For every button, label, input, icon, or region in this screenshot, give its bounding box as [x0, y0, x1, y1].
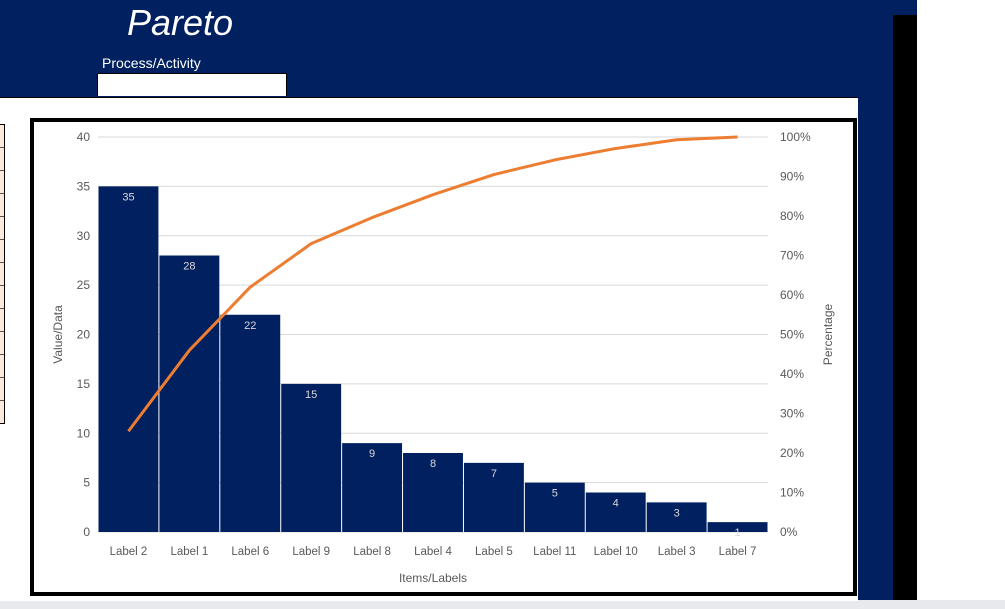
- bar-data-label: 1: [734, 527, 740, 539]
- process-activity-label: Process/Activity: [102, 55, 201, 71]
- x-tick-label: Label 8: [353, 546, 391, 558]
- bar-data-label: 15: [305, 389, 317, 401]
- y-tick-label: 20: [77, 328, 91, 342]
- bar-data-label: 5: [552, 488, 558, 500]
- y2-axis-title: Percentage: [821, 303, 835, 365]
- bar: [524, 482, 585, 532]
- pareto-chart: 05101520253035400%10%20%30%40%50%60%70%8…: [51, 130, 835, 585]
- process-activity-input[interactable]: [97, 73, 287, 96]
- y-tick-label: 30: [77, 229, 91, 243]
- bar: [646, 502, 707, 532]
- black-bar: [893, 15, 917, 600]
- y2-tick-label: 80%: [780, 209, 804, 223]
- x-tick-label: Label 2: [110, 546, 148, 558]
- x-tick-label: Label 6: [231, 546, 269, 558]
- bar: [159, 255, 220, 532]
- y-axis-title: Value/Data: [51, 305, 65, 364]
- cumulative-line: [127, 135, 738, 433]
- y2-tick-label: 70%: [780, 249, 804, 263]
- x-tick-label: Label 10: [594, 546, 638, 558]
- y-tick-label: 35: [77, 179, 91, 193]
- bar-data-label: 28: [183, 261, 195, 273]
- bar: [98, 186, 159, 532]
- bar-data-label: 7: [491, 468, 497, 480]
- bar-data-label: 3: [674, 507, 680, 519]
- x-tick-label: Label 3: [658, 546, 696, 558]
- y2-tick-label: 0%: [780, 525, 798, 539]
- y-tick-label: 40: [77, 130, 91, 144]
- x-tick-label: Label 9: [292, 546, 330, 558]
- bar: [585, 492, 646, 532]
- bar: [342, 443, 403, 532]
- bar-data-label: 9: [369, 448, 375, 460]
- bar-data-label: 35: [122, 191, 134, 203]
- y2-tick-label: 30%: [780, 407, 804, 421]
- data-table-partial: [0, 124, 5, 424]
- y-tick-label: 5: [83, 476, 90, 490]
- bar-data-label: 4: [613, 498, 619, 510]
- x-axis-title: Items/Labels: [399, 571, 467, 585]
- y2-tick-label: 40%: [780, 367, 804, 381]
- page-title: Pareto: [127, 2, 234, 43]
- x-tick-label: Label 5: [475, 546, 513, 558]
- y-tick-label: 0: [83, 525, 90, 539]
- bar: [220, 314, 281, 532]
- y2-tick-label: 60%: [780, 288, 804, 302]
- y2-tick-label: 50%: [780, 328, 804, 342]
- bar: [403, 453, 463, 532]
- bar-data-label: 8: [430, 458, 436, 470]
- bar-data-label: 22: [244, 320, 256, 332]
- y-tick-label: 15: [77, 377, 91, 391]
- bar: [463, 462, 524, 532]
- x-tick-label: Label 4: [414, 546, 452, 558]
- bar: [281, 383, 342, 532]
- y-tick-label: 10: [77, 426, 91, 440]
- bottom-strip: [0, 600, 1005, 609]
- bar: [707, 522, 768, 532]
- chart-frame: 0 5 10 15 20 25 30 35 40 0% 10% 20% 30% 40% 50% 60% 70% 8…: [30, 118, 857, 596]
- y2-tick-label: 100%: [780, 130, 811, 144]
- x-tick-label: Label 7: [719, 546, 757, 558]
- y-tick-label: 25: [77, 278, 91, 292]
- y2-tick-label: 10%: [780, 486, 804, 500]
- y2-tick-label: 90%: [780, 170, 804, 184]
- x-tick-label: Label 11: [533, 546, 576, 558]
- y2-tick-label: 20%: [780, 446, 804, 460]
- x-tick-label: Label 1: [170, 546, 208, 558]
